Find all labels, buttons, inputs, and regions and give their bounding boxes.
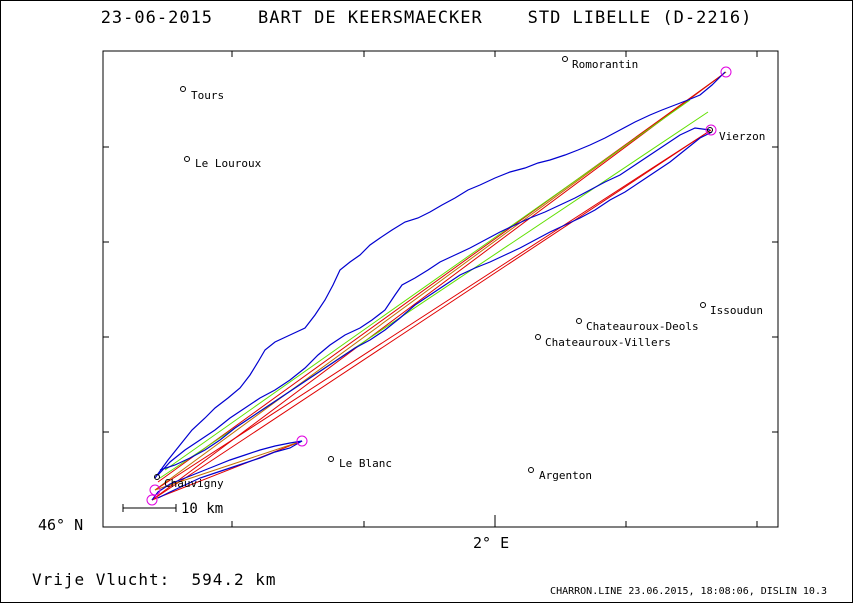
x-ticks-bottom (231, 515, 758, 527)
city-tours: Tours (180, 86, 224, 102)
turnpoint-2 (705, 124, 717, 136)
flight-track (151, 71, 726, 501)
chart-title: 23-06-2015 BART DE KEERSMAECKER STD LIBE… (100, 8, 753, 28)
city-chateauroux-villers: Chateauroux-Villers (535, 334, 671, 349)
y-axis-label: 46° N (38, 516, 84, 534)
city-romorantin-label: Romorantin (572, 58, 638, 71)
city-chauvigny-label: Chauvigny (164, 477, 224, 490)
city-le-louroux: Le Louroux (184, 156, 262, 170)
track-segment-west (151, 440, 303, 501)
task-line-orange-2 (154, 440, 303, 491)
turnpoints (146, 66, 732, 506)
task-line-red-5 (151, 440, 303, 501)
turnpoint-4 (149, 484, 161, 496)
task-lines (151, 71, 727, 501)
scale-bar: 10 km (122, 501, 223, 517)
track-segment-lower (159, 131, 713, 471)
x-ticks-top (231, 51, 758, 57)
city-chateauroux-deols-label: Chateauroux-Deols (586, 320, 699, 333)
city-vierzon-label: Vierzon (719, 130, 765, 143)
task-line-red-3 (151, 129, 712, 501)
city-chateauroux-deols: Chateauroux-Deols (576, 318, 699, 333)
y-ticks-left (103, 146, 109, 433)
city-markers: Tours Le Louroux Romorantin Vierzon Isso… (154, 56, 765, 490)
city-argenton: Argenton (528, 467, 592, 482)
city-argenton-label: Argenton (539, 469, 592, 482)
track-segment-upper (154, 71, 726, 479)
task-line-red-4 (154, 129, 712, 491)
scale-bar-label: 10 km (181, 501, 223, 517)
task-line-red-2 (157, 74, 723, 483)
footer-info: CHARRON.LINE 23.06.2015, 18:08:06, DISLI… (550, 586, 827, 597)
turnpoint-3 (296, 435, 308, 447)
city-chauvigny: Chauvigny (154, 474, 224, 490)
city-chateauroux-villers-label: Chateauroux-Villers (545, 336, 671, 349)
city-le-blanc: Le Blanc (328, 456, 392, 470)
city-romorantin: Romorantin (562, 56, 638, 71)
city-issoudun: Issoudun (700, 302, 763, 317)
city-le-blanc-label: Le Blanc (339, 457, 392, 470)
city-vierzon: Vierzon (707, 127, 765, 143)
plot-area (102, 50, 779, 528)
turnpoint-5 (146, 494, 158, 506)
city-tours-label: Tours (191, 89, 224, 102)
city-issoudun-label: Issoudun (710, 304, 763, 317)
free-flight-distance: Vrije Vlucht: 594.2 km (32, 570, 277, 589)
x-axis-label: 2° E (473, 534, 510, 552)
y-ticks-right (772, 146, 778, 433)
track-segment-middle (157, 127, 711, 476)
city-le-louroux-label: Le Louroux (195, 157, 262, 170)
task-line-green-2 (164, 99, 691, 471)
task-line-red-1 (151, 71, 727, 501)
turnpoint-1 (720, 66, 732, 78)
